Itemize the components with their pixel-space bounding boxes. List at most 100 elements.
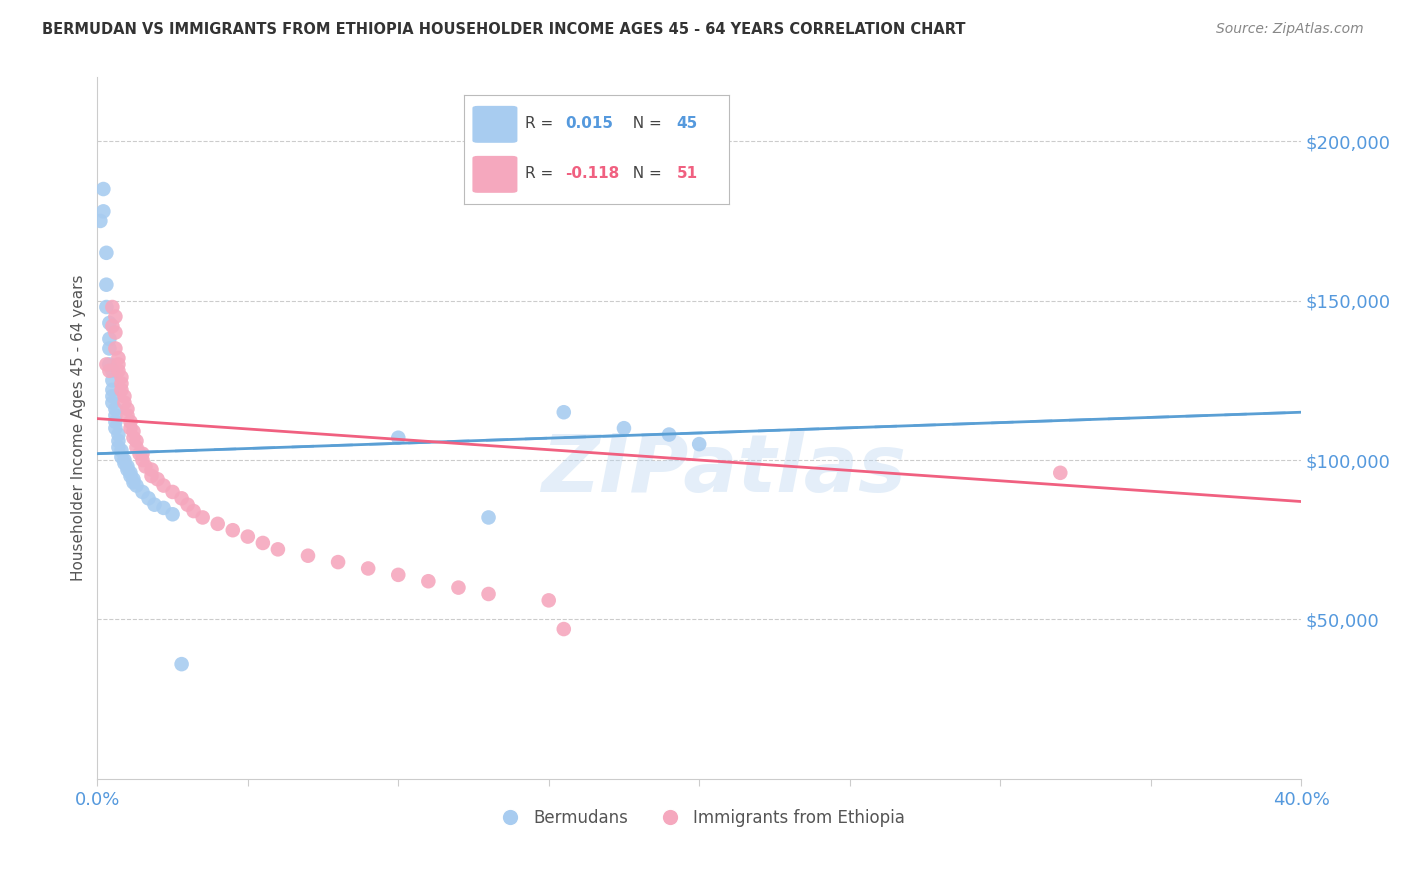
Point	[104, 409, 127, 423]
Point	[553, 405, 575, 419]
Point	[107, 434, 129, 448]
Point	[143, 498, 166, 512]
Point	[117, 402, 139, 417]
Point	[477, 510, 499, 524]
Point	[162, 508, 184, 522]
Point	[326, 555, 349, 569]
Legend: Bermudans, Immigrants from Ethiopia: Bermudans, Immigrants from Ethiopia	[486, 803, 911, 834]
Point	[101, 383, 124, 397]
Point	[114, 395, 136, 409]
Point	[236, 530, 259, 544]
Point	[553, 622, 575, 636]
Point	[110, 443, 132, 458]
Point	[207, 516, 229, 531]
Text: ZIPatlas: ZIPatlas	[541, 431, 905, 509]
Point	[613, 421, 636, 435]
Point	[120, 421, 142, 435]
Point	[114, 389, 136, 403]
Point	[117, 409, 139, 423]
Point	[387, 567, 409, 582]
Point	[101, 389, 124, 403]
Point	[141, 462, 163, 476]
Point	[162, 485, 184, 500]
Point	[222, 523, 245, 537]
Point	[98, 358, 121, 372]
Point	[125, 434, 148, 448]
Point	[122, 475, 145, 490]
Point	[104, 421, 127, 435]
Point	[418, 574, 440, 589]
Point	[104, 342, 127, 356]
Point	[152, 500, 174, 515]
Point	[125, 440, 148, 454]
Point	[688, 437, 710, 451]
Point	[104, 310, 127, 324]
Point	[107, 358, 129, 372]
Point	[658, 427, 681, 442]
Point	[447, 581, 470, 595]
Point	[114, 453, 136, 467]
Point	[120, 415, 142, 429]
Text: Source: ZipAtlas.com: Source: ZipAtlas.com	[1216, 22, 1364, 37]
Point	[101, 395, 124, 409]
Point	[96, 300, 118, 314]
Point	[93, 182, 115, 196]
Point	[146, 472, 169, 486]
Point	[191, 510, 214, 524]
Point	[387, 431, 409, 445]
Point	[170, 491, 193, 506]
Point	[138, 491, 160, 506]
Point	[101, 300, 124, 314]
Point	[104, 326, 127, 340]
Point	[120, 466, 142, 480]
Point	[152, 478, 174, 492]
Point	[117, 462, 139, 476]
Point	[537, 593, 560, 607]
Point	[107, 364, 129, 378]
Point	[107, 427, 129, 442]
Point	[131, 485, 153, 500]
Point	[1049, 466, 1071, 480]
Point	[134, 459, 156, 474]
Point	[107, 351, 129, 365]
Point	[122, 472, 145, 486]
Point	[96, 358, 118, 372]
Point	[104, 415, 127, 429]
Point	[114, 456, 136, 470]
Point	[98, 364, 121, 378]
Point	[89, 214, 111, 228]
Point	[183, 504, 205, 518]
Point	[477, 587, 499, 601]
Point	[122, 431, 145, 445]
Point	[252, 536, 274, 550]
Point	[96, 245, 118, 260]
Point	[96, 277, 118, 292]
Point	[93, 204, 115, 219]
Point	[131, 447, 153, 461]
Point	[110, 383, 132, 397]
Point	[117, 459, 139, 474]
Point	[110, 450, 132, 464]
Point	[125, 478, 148, 492]
Point	[101, 373, 124, 387]
Text: BERMUDAN VS IMMIGRANTS FROM ETHIOPIA HOUSEHOLDER INCOME AGES 45 - 64 YEARS CORRE: BERMUDAN VS IMMIGRANTS FROM ETHIOPIA HOU…	[42, 22, 966, 37]
Point	[104, 402, 127, 417]
Point	[176, 498, 198, 512]
Point	[101, 319, 124, 334]
Point	[131, 453, 153, 467]
Point	[128, 447, 150, 461]
Point	[101, 364, 124, 378]
Point	[120, 469, 142, 483]
Point	[141, 469, 163, 483]
Point	[122, 425, 145, 439]
Point	[357, 561, 380, 575]
Y-axis label: Householder Income Ages 45 - 64 years: Householder Income Ages 45 - 64 years	[72, 275, 86, 582]
Point	[297, 549, 319, 563]
Point	[107, 440, 129, 454]
Point	[98, 342, 121, 356]
Point	[267, 542, 290, 557]
Point	[110, 376, 132, 391]
Point	[110, 370, 132, 384]
Point	[170, 657, 193, 672]
Point	[98, 332, 121, 346]
